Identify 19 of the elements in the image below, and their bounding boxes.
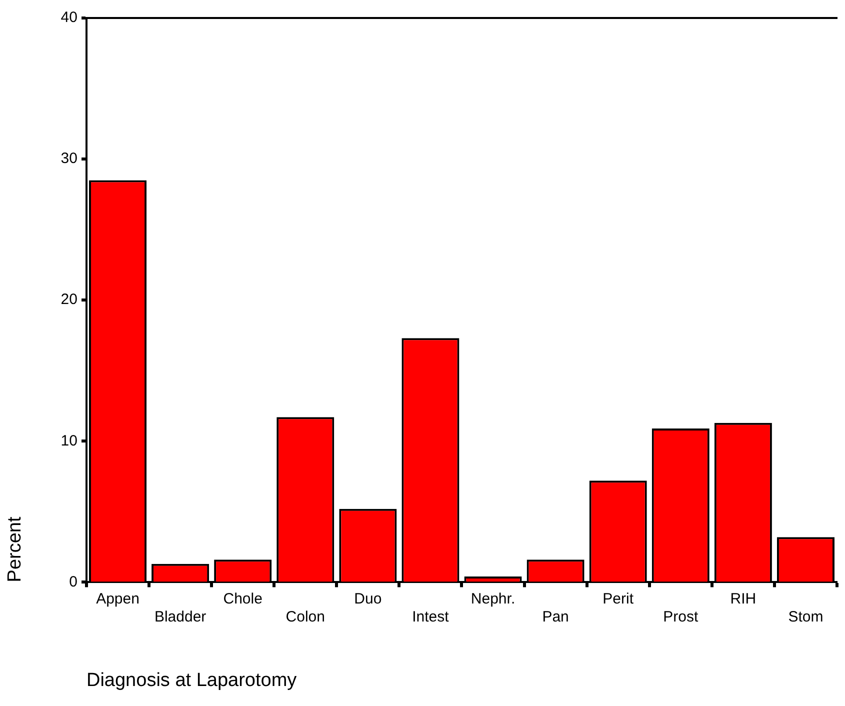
x-tick-label: Pan	[542, 608, 569, 626]
x-tick-label: Colon	[286, 608, 325, 626]
x-tick-label: Duo	[354, 590, 382, 608]
x-tick-label: Stom	[788, 608, 824, 626]
y-tick-label: 20	[60, 291, 78, 308]
x-tick-label: Intest	[412, 608, 450, 626]
x-tick-label: Chole	[223, 590, 262, 608]
x-tick-label: Bladder	[154, 608, 206, 626]
x-tick-label: Prost	[663, 608, 699, 626]
y-tick-label: 10	[60, 432, 78, 450]
x-tick-label: Appen	[96, 590, 140, 608]
x-tick-label: RIH	[730, 590, 756, 608]
x-tick-label: Nephr.	[470, 590, 516, 608]
y-tick-label: 0	[69, 573, 78, 590]
y-axis-title: Percent	[4, 516, 26, 582]
x-axis-title: Diagnosis at Laparotomy	[86, 670, 298, 691]
y-tick-label: 40	[60, 9, 78, 26]
y-tick-label: 30	[60, 150, 78, 168]
x-tick-label: Perit	[602, 590, 634, 608]
